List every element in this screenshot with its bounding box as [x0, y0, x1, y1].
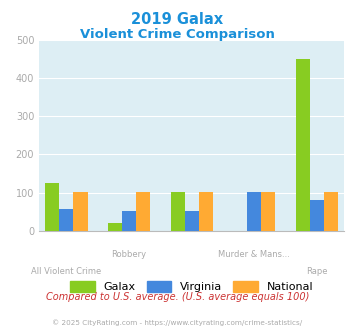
Text: All Violent Crime: All Violent Crime [31, 267, 102, 276]
Text: Rape: Rape [306, 267, 328, 276]
Bar [59, 209, 73, 231]
Bar [310, 200, 324, 231]
Bar [296, 59, 310, 231]
Text: Robbery: Robbery [111, 250, 147, 259]
Bar [108, 222, 122, 231]
Text: Violent Crime Comparison: Violent Crime Comparison [80, 28, 275, 41]
Bar [122, 211, 136, 231]
Text: Compared to U.S. average. (U.S. average equals 100): Compared to U.S. average. (U.S. average … [46, 292, 309, 302]
Bar [324, 192, 338, 231]
Text: 2019 Galax: 2019 Galax [131, 12, 224, 26]
Bar [185, 211, 199, 231]
Bar [247, 192, 261, 231]
Bar [73, 192, 88, 231]
Text: © 2025 CityRating.com - https://www.cityrating.com/crime-statistics/: © 2025 CityRating.com - https://www.city… [53, 319, 302, 326]
Bar [261, 192, 275, 231]
Bar [136, 192, 150, 231]
Legend: Galax, Virginia, National: Galax, Virginia, National [66, 277, 318, 297]
Bar [170, 192, 185, 231]
Bar [199, 192, 213, 231]
Text: Murder & Mans...: Murder & Mans... [218, 250, 290, 259]
Bar [45, 183, 59, 231]
